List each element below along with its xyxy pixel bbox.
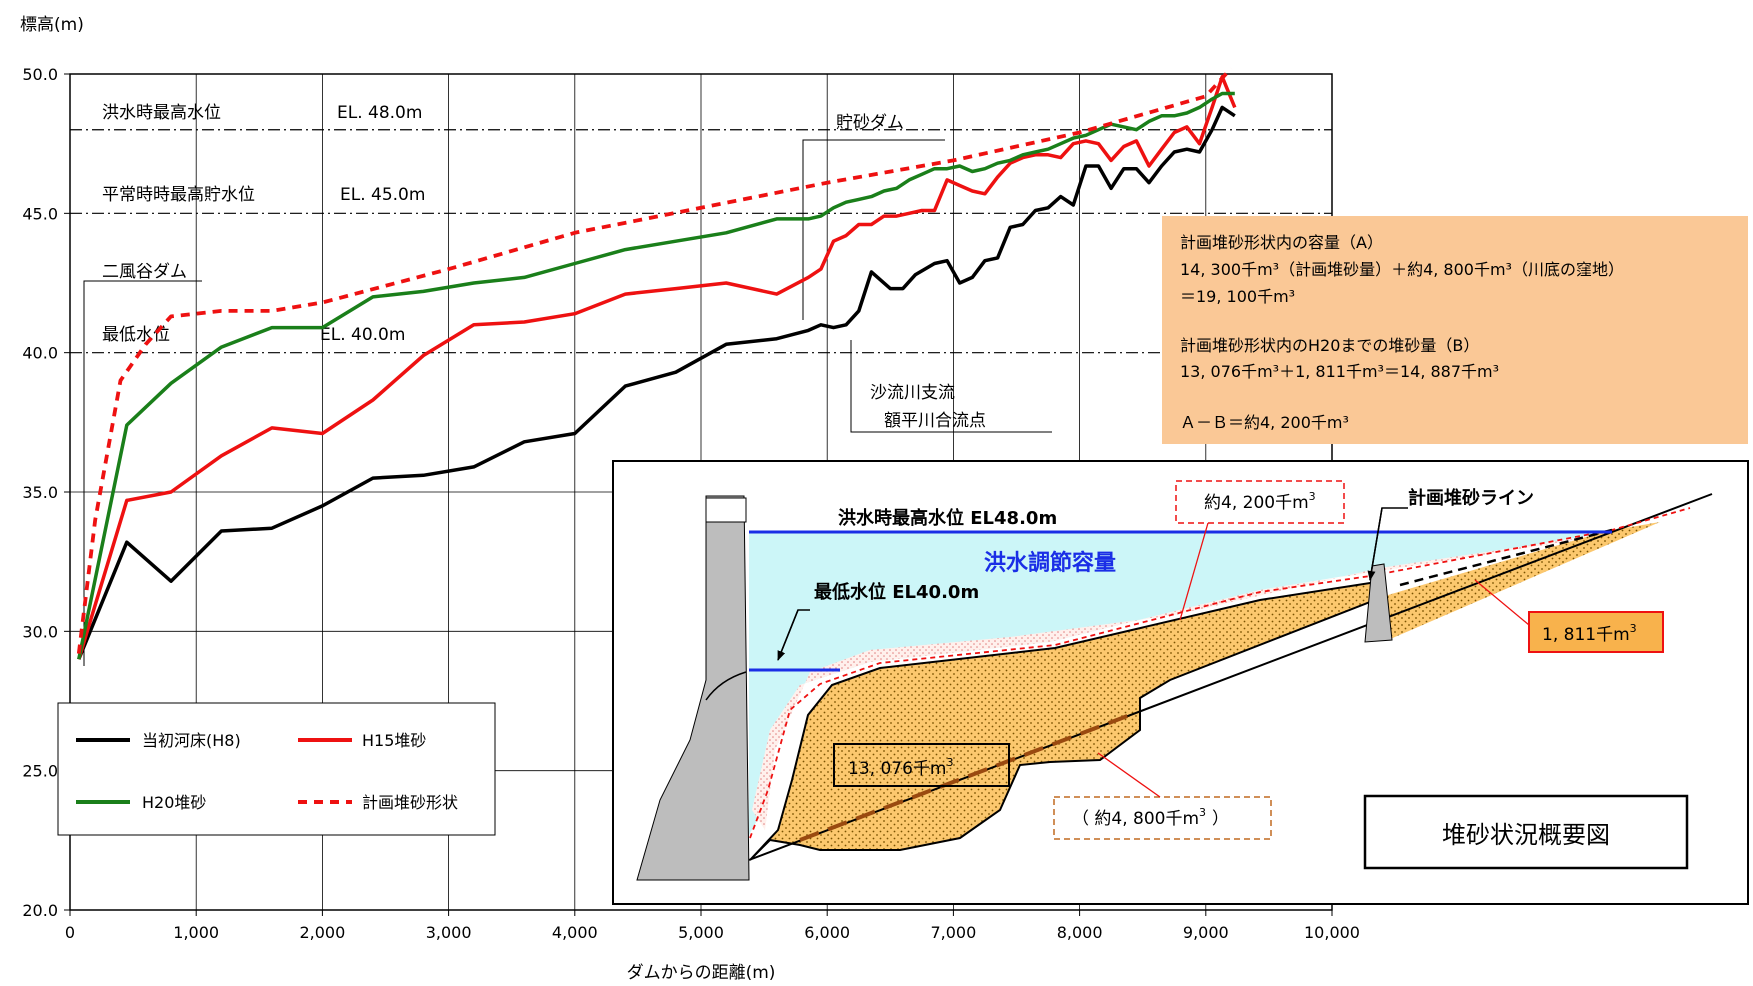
y-tick-label: 25.0 <box>22 762 58 781</box>
vol-b-leader <box>1474 579 1530 626</box>
series-line <box>77 91 1235 660</box>
x-tick-label: 5,000 <box>678 923 724 942</box>
info-box-bg <box>1162 216 1748 444</box>
inset-planned-line-label: 計画堆砂ライン <box>1408 487 1534 509</box>
series-group <box>76 67 1237 660</box>
ref-label-flood: 洪水時最高水位 <box>102 103 221 123</box>
x-tick-label: 3,000 <box>426 923 472 942</box>
vol-a-text: 約4, 200千m3 <box>1204 490 1316 513</box>
vol-b-text: 1, 811千m3 <box>1542 622 1637 645</box>
x-axis-label: ダムからの距離(m) <box>627 963 776 983</box>
inset-flood-level-label: 洪水時最高水位 EL48.0m <box>838 507 1057 529</box>
vol-a-box <box>1175 480 1345 524</box>
dam-body <box>636 495 750 881</box>
dam-face-curve <box>705 671 747 701</box>
inset-diagram: 洪水時最高水位 EL48.0m 洪水調節容量 最低水位 EL40.0m 計画堆砂… <box>612 460 1749 905</box>
confluence-leader-line <box>850 340 1052 433</box>
sediment-1811 <box>1388 522 1660 640</box>
check-dam-leader-line <box>802 139 945 320</box>
check-dam-body <box>1364 563 1393 643</box>
x-tick-label: 10,000 <box>1304 923 1360 942</box>
x-tick-label: 9,000 <box>1183 923 1229 942</box>
x-tick-label: 8,000 <box>1057 923 1103 942</box>
info-line-8: Ａ－Ｂ＝約4, 200千m³ <box>1180 413 1349 432</box>
confluence-label-1: 沙流川支流 <box>870 383 955 403</box>
series-line <box>77 75 1237 660</box>
x-tick-label: 7,000 <box>930 923 976 942</box>
check-dam-top-line <box>1399 528 1613 587</box>
vol-b-value: 1, 811千m <box>1542 625 1630 645</box>
info-line-1: 計画堆砂形状内の容量（A） <box>1180 233 1383 252</box>
info-line-3: ＝19, 100千m³ <box>1180 287 1295 306</box>
y-axis-label: 標高(m) <box>20 15 84 35</box>
legend-label-h15: H15堆砂 <box>362 731 426 750</box>
inset-title: 堆砂状況概要図 <box>1442 821 1610 849</box>
vol-c-sup: 3 <box>946 756 953 769</box>
info-line-6: 13, 076千m³＋1, 811千m³＝14, 887千m³ <box>1180 362 1499 381</box>
series-line <box>77 105 1236 660</box>
ref-value-normal: EL. 45.0m <box>340 185 425 205</box>
vol-b-sup: 3 <box>1630 622 1637 635</box>
inset-capacity-label: 洪水調節容量 <box>984 550 1116 576</box>
vol-a-leader <box>1179 522 1209 621</box>
y-tick-label: 30.0 <box>22 622 58 641</box>
planned-sediment-line <box>749 507 1691 839</box>
vol-c-box <box>833 743 1010 787</box>
riverbed-line <box>748 493 1713 861</box>
vol-d-sup: 3 <box>1199 806 1206 819</box>
y-tick-label: 35.0 <box>22 483 58 502</box>
vol-d-box <box>1053 796 1272 840</box>
inset-title-box <box>1363 794 1689 870</box>
y-tick-label: 50.0 <box>22 65 58 84</box>
min-level-arrow <box>777 609 799 661</box>
confluence-label-2: 額平川合流点 <box>884 411 986 431</box>
vol-d-suffix: ） <box>1212 809 1229 829</box>
y-tick-label: 45.0 <box>22 204 58 223</box>
vol-d-text: （ 約4, 800千m3 ） <box>1072 806 1229 829</box>
info-line-2: 14, 300千m³（計画堆砂量）＋約4, 800千m³（川底の窪地） <box>1180 260 1624 279</box>
y-axis-ticks: 20.0 25.0 30.0 35.0 40.0 45.0 50.0 <box>22 65 70 920</box>
legend-label-h8: 当初河床(H8) <box>142 731 241 750</box>
planned-line-arrow <box>1367 507 1383 581</box>
info-line-5: 計画堆砂形状内のH20までの堆砂量（B） <box>1180 336 1479 355</box>
dam-label: 二風谷ダム <box>102 262 187 282</box>
ref-value-flood: EL. 48.0m <box>337 103 422 123</box>
vol-d-leader <box>1097 752 1161 798</box>
vol-b-box <box>1528 611 1664 653</box>
reference-lines <box>70 129 1332 354</box>
ref-value-min: EL. 40.0m <box>320 325 405 345</box>
x-tick-label: 4,000 <box>552 923 598 942</box>
water-area <box>749 530 1612 835</box>
y-tick-label: 40.0 <box>22 344 58 363</box>
vol-c-value: 13, 076千m <box>848 759 946 779</box>
dam-leader-line <box>83 280 202 666</box>
x-tick-label: 0 <box>65 923 75 942</box>
ref-label-normal: 平常時時最高貯水位 <box>102 185 255 205</box>
vol-a-value: 約4, 200千m <box>1204 493 1309 513</box>
series-line <box>76 67 1233 654</box>
dam-crest <box>705 497 747 523</box>
vol-c-text: 13, 076千m3 <box>848 756 953 779</box>
x-tick-label: 6,000 <box>804 923 850 942</box>
x-axis-ticks: 0 1,000 2,000 3,000 4,000 5,000 6,000 7,000 8,00… <box>65 910 1360 942</box>
legend-label-plan: 計画堆砂形状 <box>362 793 458 812</box>
sediment-13076 <box>749 581 1380 861</box>
ref-label-min: 最低水位 <box>102 325 170 345</box>
legend-label-h20: H20堆砂 <box>142 793 206 812</box>
vol-d-value: （ 約4, 800千m <box>1072 809 1199 829</box>
vol-a-sup: 3 <box>1309 490 1316 503</box>
x-tick-label: 1,000 <box>173 923 219 942</box>
info-box: 計画堆砂形状内の容量（A） 14, 300千m³（計画堆砂量）＋約4, 800千… <box>1162 216 1748 444</box>
check-dam-label: 貯砂ダム <box>836 113 904 133</box>
legend: 当初河床(H8) H15堆砂 H20堆砂 計画堆砂形状 <box>57 702 496 836</box>
y-tick-label: 20.0 <box>22 901 58 920</box>
inset-min-level-label: 最低水位 EL40.0m <box>814 581 979 603</box>
x-tick-label: 2,000 <box>299 923 345 942</box>
